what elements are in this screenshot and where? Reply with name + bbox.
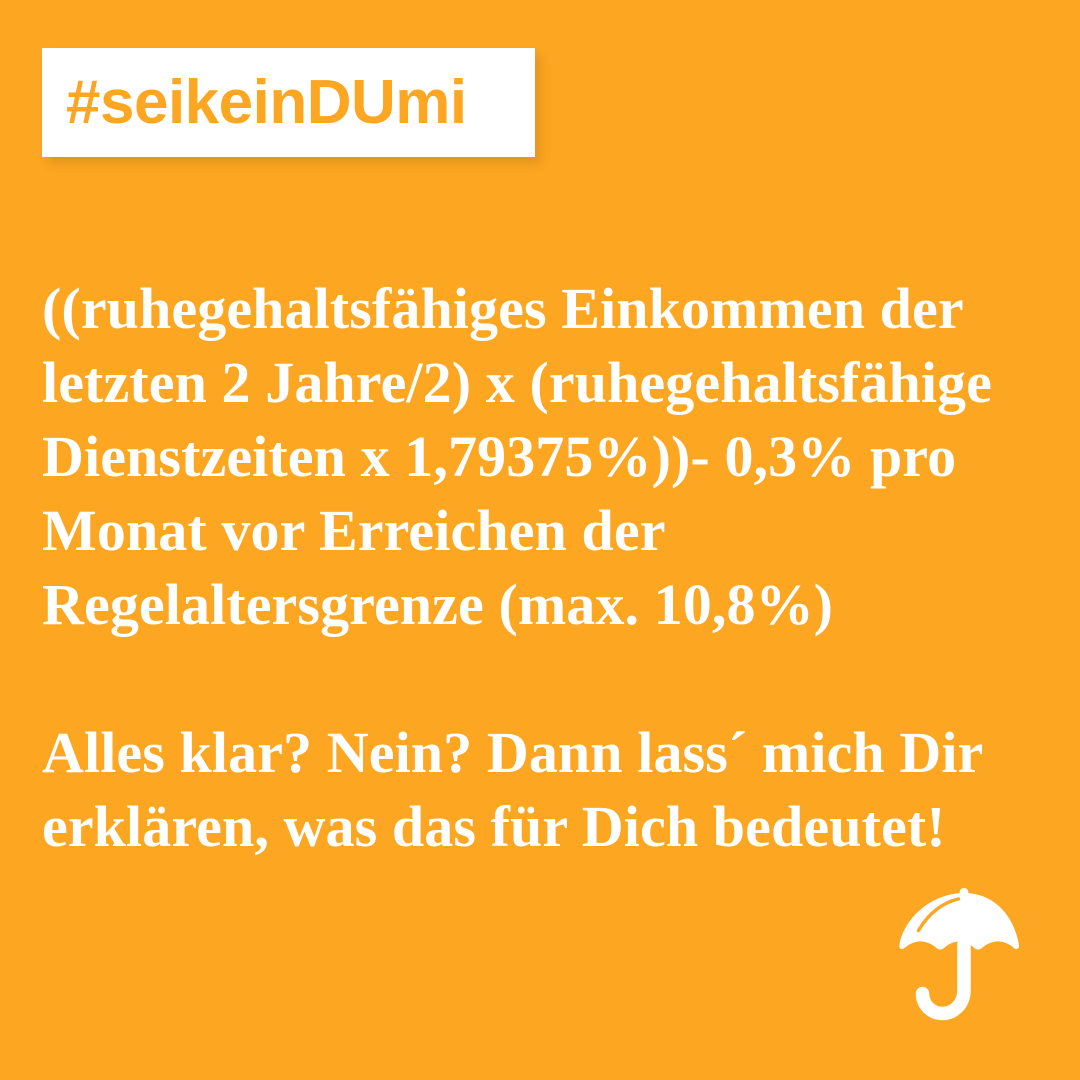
body-copy: ((ruhegehaltsfähiges Einkommen der letzt… [42, 272, 1042, 864]
hashtag-badge: #seikeinDUmi [42, 48, 535, 157]
pension-formula-paragraph: ((ruhegehaltsfähiges Einkommen der letzt… [42, 276, 1007, 637]
call-to-action-paragraph: Alles klar? Nein? Dann lass´ mich Dir er… [42, 720, 997, 859]
umbrella-icon [888, 878, 1040, 1030]
hashtag-badge-label: #seikeinDUmi [66, 67, 467, 137]
